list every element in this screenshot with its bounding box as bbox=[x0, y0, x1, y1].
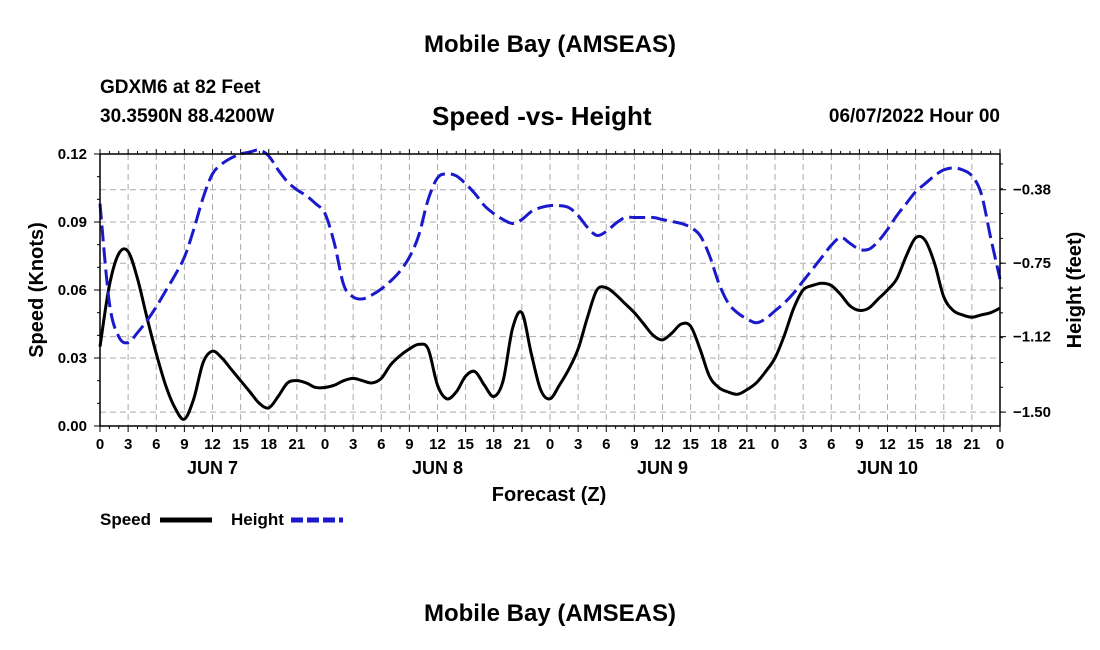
x-tick-label: 18 bbox=[260, 436, 277, 453]
x-tick-label: 21 bbox=[964, 436, 981, 453]
x-tick-label: 12 bbox=[429, 436, 446, 453]
x-tick-label: 6 bbox=[602, 436, 610, 453]
series-lines bbox=[98, 148, 1002, 421]
x-tick-label: 15 bbox=[232, 436, 249, 453]
x-tick-label: 18 bbox=[485, 436, 502, 453]
x-tick-label: 0 bbox=[321, 436, 329, 453]
forecast-datetime: 06/07/2022 Hour 00 bbox=[828, 106, 1000, 127]
day-label: JUN 9 bbox=[637, 458, 688, 478]
second-chart-title: Mobile Bay (AMSEAS) bbox=[423, 600, 677, 627]
y-tick-label: 0.12 bbox=[58, 146, 87, 163]
y2-axis-label: Height (feet) bbox=[1064, 232, 1086, 349]
x-axis-label: Forecast (Z) bbox=[492, 484, 606, 506]
day-label: JUN 10 bbox=[857, 458, 918, 478]
x-tick-label: 21 bbox=[739, 436, 756, 453]
x-tick-label: 15 bbox=[907, 436, 924, 453]
axes bbox=[94, 149, 1006, 432]
x-tick-label: 6 bbox=[377, 436, 385, 453]
series-line-height bbox=[98, 148, 1002, 345]
x-tick-label: 18 bbox=[710, 436, 727, 453]
station-coordinates: 30.3590N 88.4200W bbox=[100, 106, 275, 127]
station-label: GDXM6 at 82 Feet bbox=[100, 77, 261, 98]
day-label: JUN 8 bbox=[412, 458, 463, 478]
x-tick-label: 3 bbox=[124, 436, 132, 453]
chart-subtitle: Speed -vs- Height bbox=[432, 101, 652, 131]
legend-height-label: Height bbox=[231, 510, 284, 529]
x-tick-label: 18 bbox=[935, 436, 952, 453]
legend: Speed Height bbox=[100, 510, 343, 529]
x-tick-label: 3 bbox=[799, 436, 807, 453]
y2-tick-label: −0.38 bbox=[1013, 182, 1051, 199]
x-tick-label: 0 bbox=[771, 436, 779, 453]
x-tick-label: 21 bbox=[289, 436, 306, 453]
x-tick-label: 9 bbox=[855, 436, 863, 453]
x-tick-label: 15 bbox=[457, 436, 474, 453]
y2-tick-label: −1.12 bbox=[1013, 329, 1051, 346]
y-tick-label: 0.00 bbox=[58, 418, 87, 435]
y-tick-label: 0.09 bbox=[58, 214, 87, 231]
x-tick-label: 9 bbox=[405, 436, 413, 453]
y-tick-label: 0.06 bbox=[58, 282, 87, 299]
x-tick-label: 0 bbox=[96, 436, 104, 453]
x-tick-label: 12 bbox=[879, 436, 896, 453]
series-line-speed bbox=[98, 234, 1001, 421]
y-axis-label: Speed (Knots) bbox=[26, 222, 48, 358]
y2-tick-label: −1.50 bbox=[1013, 404, 1051, 421]
y-tick-label: 0.03 bbox=[58, 350, 87, 367]
x-tick-label: 3 bbox=[349, 436, 357, 453]
x-tick-label: 0 bbox=[996, 436, 1004, 453]
legend-speed-label: Speed bbox=[100, 510, 151, 529]
x-tick-label: 0 bbox=[546, 436, 554, 453]
x-tick-label: 6 bbox=[152, 436, 160, 453]
x-tick-label: 6 bbox=[827, 436, 835, 453]
x-tick-label: 15 bbox=[682, 436, 699, 453]
y2-tick-label: −0.75 bbox=[1013, 255, 1051, 272]
grid-lines bbox=[100, 154, 1000, 426]
x-tick-label: 9 bbox=[630, 436, 638, 453]
x-tick-label: 3 bbox=[574, 436, 582, 453]
x-tick-label: 9 bbox=[180, 436, 188, 453]
x-tick-label: 12 bbox=[204, 436, 221, 453]
chart-title: Mobile Bay (AMSEAS) bbox=[423, 31, 677, 58]
x-tick-label: 21 bbox=[514, 436, 531, 453]
x-tick-label: 12 bbox=[654, 436, 671, 453]
day-label: JUN 7 bbox=[187, 458, 238, 478]
axis-labels: Forecast (Z) Speed (Knots) Height (feet)… bbox=[26, 146, 1086, 506]
